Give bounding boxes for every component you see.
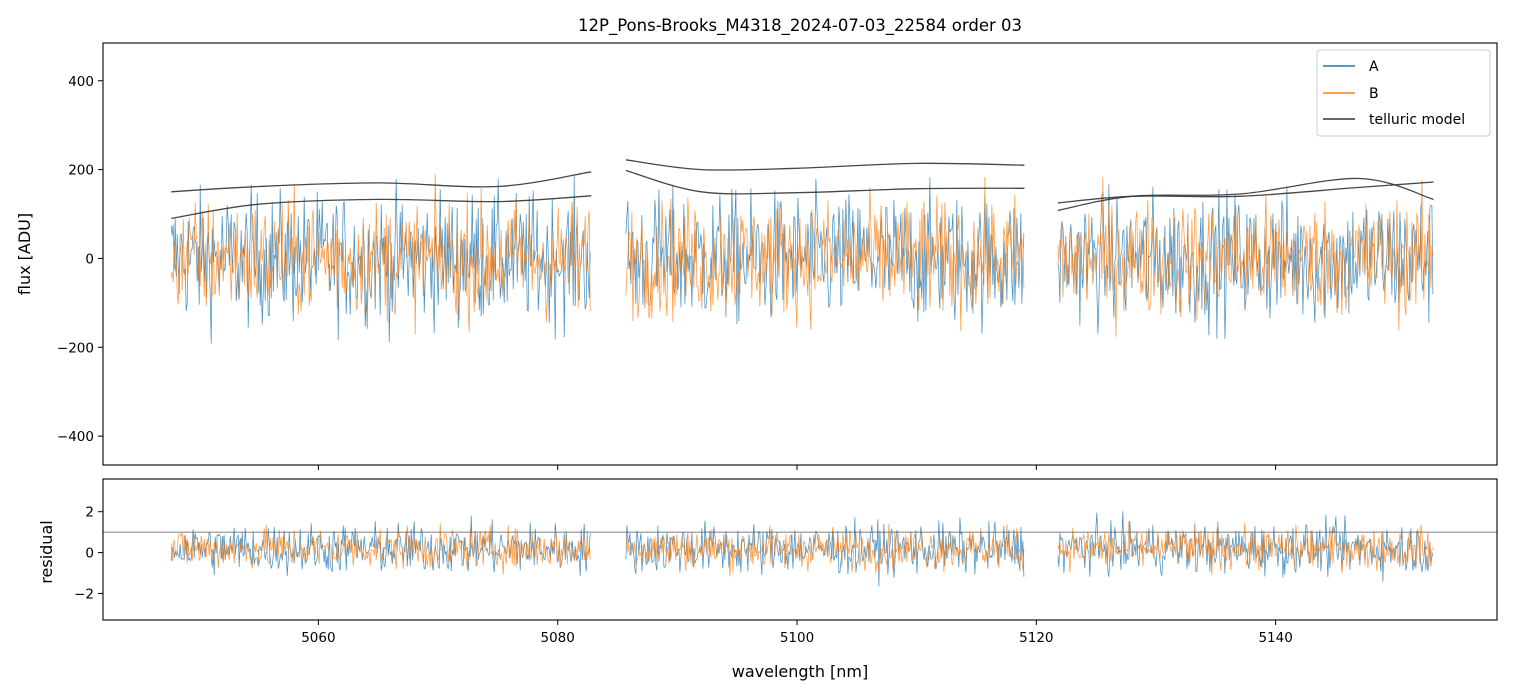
series-b-residual bbox=[170, 520, 1434, 577]
flux-data-layer bbox=[170, 159, 1434, 344]
legend-box bbox=[1316, 49, 1491, 137]
series-b-flux bbox=[170, 173, 1434, 337]
telluric-model-curve-2 bbox=[171, 195, 592, 220]
flux-y-tick-label: 200 bbox=[68, 163, 94, 179]
residual-y-axis-label: residual bbox=[37, 520, 56, 583]
x-tick-label: 5140 bbox=[1258, 630, 1292, 646]
series-b-residual-segment-2 bbox=[625, 523, 1025, 577]
legend-label-b: B bbox=[1369, 86, 1379, 102]
x-tick-label: 5080 bbox=[541, 630, 575, 646]
telluric-model-curve-4 bbox=[625, 169, 1025, 195]
flux-y-tick-label: −400 bbox=[57, 429, 94, 445]
flux-axis-ticks: −400 −200 0 200 400 bbox=[57, 74, 1277, 470]
residual-data-layer bbox=[103, 511, 1497, 587]
residual-panel-frame bbox=[102, 478, 1498, 621]
residual-y-tick-label: 2 bbox=[85, 505, 94, 521]
flux-y-tick-label: 0 bbox=[85, 251, 94, 267]
x-tick-label: 5100 bbox=[780, 630, 814, 646]
flux-y-axis-label: flux [ADU] bbox=[15, 213, 34, 295]
telluric-model-curve-5 bbox=[1057, 181, 1434, 204]
series-b-flux-segment-2 bbox=[625, 177, 1025, 332]
series-b-flux-segment-3 bbox=[1057, 176, 1434, 337]
x-tick-label: 5120 bbox=[1019, 630, 1053, 646]
x-tick-label: 5060 bbox=[301, 630, 335, 646]
residual-y-tick-label: 0 bbox=[85, 546, 94, 562]
flux-y-tick-label: 400 bbox=[68, 74, 94, 90]
series-b-residual-segment-1 bbox=[170, 523, 591, 575]
legend: A B telluric model bbox=[1316, 49, 1491, 137]
series-b-flux-segment-1 bbox=[170, 173, 591, 335]
legend-label-a: A bbox=[1369, 59, 1379, 75]
residual-axis-ticks: 5060 5080 5100 5120 5140 −2 0 2 bbox=[74, 505, 1293, 646]
telluric-model-series bbox=[171, 159, 1434, 220]
chart-title: 12P_Pons-Brooks_M4318_2024-07-03_22584 o… bbox=[578, 16, 1022, 36]
residual-y-tick-label: −2 bbox=[74, 586, 94, 602]
telluric-model-curve-1 bbox=[171, 171, 592, 193]
telluric-model-curve-6 bbox=[1057, 177, 1434, 212]
legend-label-telluric: telluric model bbox=[1369, 112, 1465, 128]
flux-panel: −400 −200 0 200 400 flux [ADU] A B telluric … bbox=[15, 42, 1498, 470]
flux-y-tick-label: −200 bbox=[57, 340, 94, 356]
flux-panel-frame bbox=[102, 42, 1498, 466]
x-axis-label: wavelength [nm] bbox=[732, 662, 869, 681]
residual-panel: 5060 5080 5100 5120 5140 −2 0 2 residual bbox=[37, 478, 1498, 646]
series-a-flux-segment-1 bbox=[170, 175, 591, 344]
telluric-model-curve-3 bbox=[625, 159, 1025, 171]
series-a-residual-segment-2 bbox=[625, 517, 1025, 587]
series-b-residual-segment-3 bbox=[1057, 520, 1434, 575]
